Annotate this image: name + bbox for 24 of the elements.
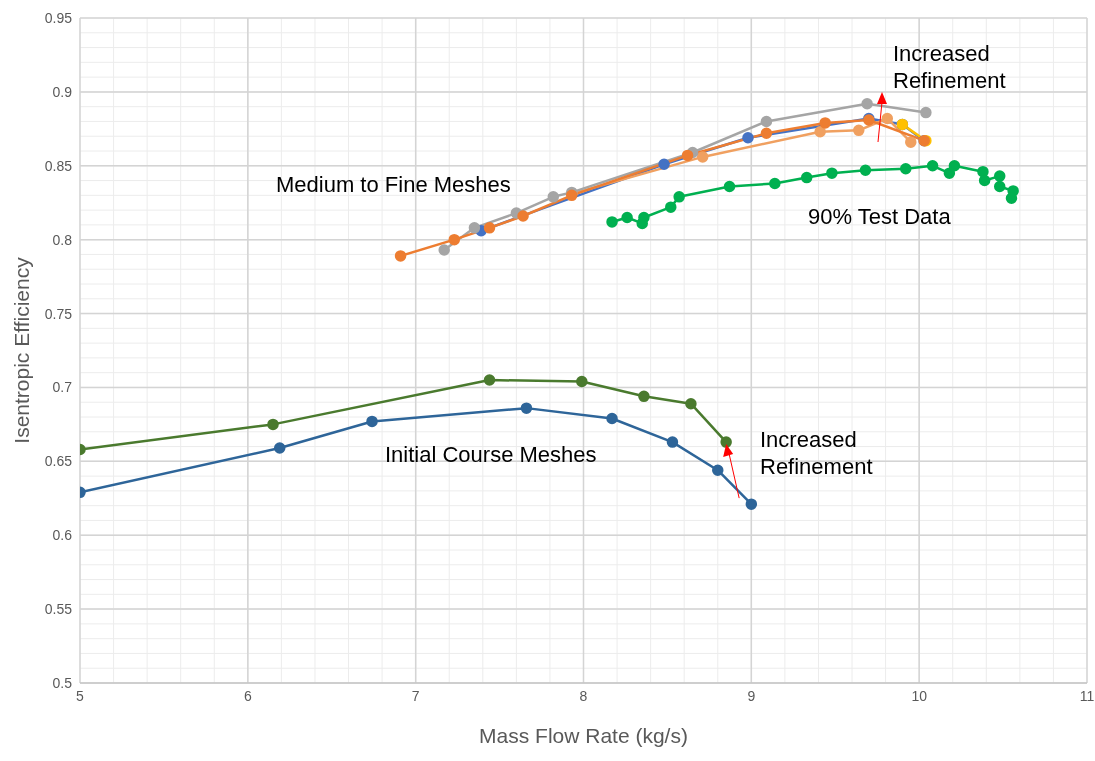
- y-tick-label: 0.95: [44, 9, 73, 26]
- y-tick-label: 0.75: [44, 305, 73, 322]
- x-tick-label: 5: [76, 687, 85, 704]
- x-axis-title: Mass Flow Rate (kg/s): [479, 724, 688, 747]
- y-tick-label: 0.85: [44, 157, 73, 174]
- y-tick-label: 0.65: [44, 453, 73, 470]
- y-tick-label: 0.8: [52, 231, 73, 248]
- annotation: Medium to Fine Meshes: [276, 171, 511, 198]
- x-tick-label: 8: [579, 687, 588, 704]
- x-tick-label: 7: [411, 687, 420, 704]
- x-tick-label: 10: [911, 687, 928, 704]
- y-axis-title: Isentropic Efficiency: [10, 256, 34, 444]
- annotation: Increased Refinement: [893, 40, 1006, 94]
- y-tick-label: 0.5: [52, 674, 73, 691]
- x-tick-label: 6: [243, 687, 252, 704]
- annotation: Increased Refinement: [760, 426, 873, 480]
- annotation: 90% Test Data: [808, 203, 951, 230]
- x-tick-label: 11: [1079, 687, 1095, 704]
- y-tick-label: 0.6: [52, 527, 73, 544]
- annotation: Initial Course Meshes: [385, 441, 597, 468]
- y-tick-label: 0.7: [52, 379, 73, 396]
- y-tick-label: 0.9: [52, 83, 73, 100]
- x-tick-label: 9: [747, 687, 756, 704]
- y-tick-label: 0.55: [44, 601, 73, 618]
